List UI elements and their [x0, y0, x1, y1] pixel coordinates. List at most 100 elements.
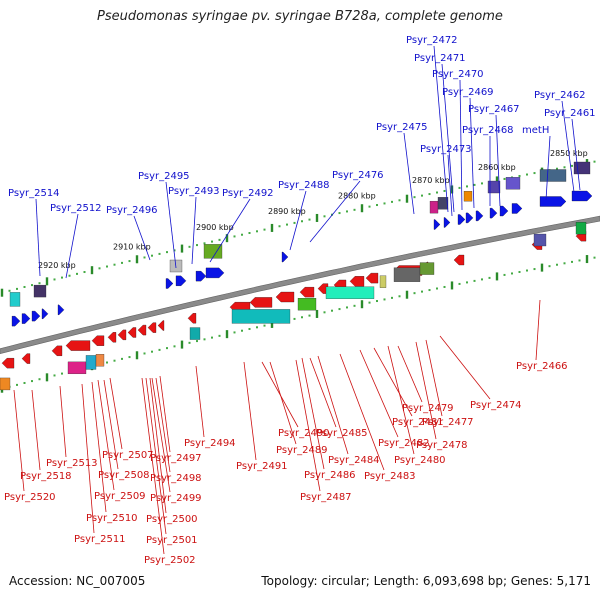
reverse-gene-arrow — [107, 332, 117, 343]
scale-lower-tick — [360, 300, 364, 309]
scale-upper-dot — [293, 221, 296, 224]
reverse-leader-line — [149, 377, 167, 514]
forward-gene-arrow — [21, 313, 31, 324]
scale-lower-dot — [578, 259, 581, 262]
feature-color-block — [419, 262, 435, 275]
scale-upper-tick — [495, 176, 499, 185]
scale-upper-dot — [38, 282, 41, 285]
reverse-leader-line — [339, 353, 385, 471]
scale-lower-tick — [45, 373, 49, 382]
forward-gene-label: Psyr_2495 — [138, 171, 190, 182]
scale-lower-dot — [421, 290, 423, 293]
reverse-gene-arrow — [51, 345, 63, 356]
scale-upper-dot — [593, 160, 596, 163]
reverse-gene-arrow — [349, 276, 365, 287]
reverse-gene-label: Psyr_2498 — [150, 473, 202, 484]
scale-tick-label: 2870 kbp — [412, 176, 450, 185]
genome-backbone — [0, 215, 600, 355]
feature-color-block — [463, 191, 473, 202]
reverse-leader-line — [141, 377, 165, 555]
scale-upper-dot — [503, 177, 506, 180]
forward-gene-label: Psyr_2473 — [420, 144, 472, 155]
forward-leader-line — [545, 135, 551, 201]
forward-gene-label: Psyr_2461 — [544, 108, 596, 119]
scale-upper-dot — [428, 193, 431, 196]
scale-upper-dot — [556, 167, 558, 170]
reverse-leader-line — [145, 377, 167, 535]
scale-upper-dot — [158, 252, 161, 255]
feature-color-block — [9, 292, 21, 307]
feature-color-block — [573, 161, 591, 175]
reverse-leader-line — [103, 379, 119, 470]
reverse-gene-arrow — [147, 322, 157, 333]
forward-gene-arrow — [465, 212, 474, 224]
scale-upper-dot — [211, 240, 213, 243]
reverse-leader-line — [155, 377, 171, 473]
forward-gene-label: Psyr_2488 — [278, 180, 330, 191]
scale-upper-tick — [360, 204, 364, 213]
forward-gene-label: Psyr_2493 — [168, 186, 220, 197]
scale-lower-dot — [121, 357, 123, 360]
feature-color-block — [429, 200, 439, 214]
scale-upper-dot — [376, 204, 378, 207]
forward-gene-label: Psyr_2468 — [462, 125, 514, 136]
reverse-gene-label: Psyr_2500 — [146, 514, 198, 525]
forward-gene-arrow — [11, 315, 21, 327]
forward-leader-line — [403, 132, 415, 215]
reverse-gene-label: Psyr_2520 — [4, 492, 56, 503]
forward-gene-arrow — [475, 210, 484, 222]
reverse-gene-label: Psyr_2497 — [150, 453, 202, 464]
scale-lower-dot — [16, 383, 18, 386]
forward-gene-label: Psyr_2475 — [376, 122, 428, 133]
scale-lower-dot — [533, 268, 536, 271]
scale-lower-dot — [61, 372, 63, 375]
scale-lower-tick — [180, 340, 184, 349]
forward-leader-line — [571, 118, 581, 191]
forward-leader-line — [65, 213, 79, 279]
forward-leader-line — [165, 181, 177, 269]
reverse-gene-arrow — [365, 272, 379, 284]
forward-gene-label: Psyr_2496 — [106, 205, 158, 216]
scale-tick-label: 2880 kbp — [338, 192, 376, 201]
reverse-leader-line — [359, 349, 399, 438]
reverse-leader-line — [535, 299, 541, 361]
scale-upper-dot — [436, 191, 438, 194]
reverse-gene-label: Psyr_2484 — [328, 455, 380, 466]
scale-lower-dot — [308, 314, 311, 317]
scale-lower-tick — [450, 281, 454, 290]
scale-upper-dot — [188, 245, 191, 248]
scale-lower-dot — [233, 331, 236, 334]
forward-gene-label: Psyr_2512 — [50, 203, 102, 214]
reverse-gene-label: Psyr_2477 — [422, 417, 474, 428]
scale-lower-dot — [301, 316, 303, 319]
scale-upper-dot — [218, 238, 221, 241]
scale-lower-dot — [173, 345, 176, 348]
reverse-leader-line — [243, 361, 257, 461]
scale-lower-tick — [585, 255, 589, 264]
forward-gene-arrow — [511, 203, 523, 214]
scale-lower-dot — [203, 338, 206, 341]
forward-leader-line — [191, 196, 197, 265]
reverse-gene-label: Psyr_2481 — [392, 417, 444, 428]
reverse-gene-arrow — [249, 297, 273, 308]
scale-upper-tick — [225, 234, 229, 243]
scale-tick-label: 2900 kbp — [196, 223, 234, 232]
scale-lower-dot — [128, 356, 131, 359]
forward-leader-line — [469, 97, 475, 209]
reverse-leader-line — [109, 377, 123, 450]
reverse-gene-arrow — [299, 287, 315, 298]
reverse-gene-label: Psyr_2513 — [46, 458, 98, 469]
scale-lower-dot — [338, 308, 341, 311]
scale-upper-tick — [180, 244, 184, 253]
scale-upper-dot — [398, 199, 401, 202]
forward-gene-arrow — [499, 205, 509, 217]
forward-leader-line — [447, 154, 453, 217]
scale-tick-label: 2860 kbp — [478, 163, 516, 172]
scale-lower-dot — [166, 347, 168, 350]
scale-upper-dot — [323, 215, 326, 218]
scale-lower-dot — [436, 287, 438, 290]
forward-gene-label: Psyr_2470 — [432, 69, 484, 80]
scale-upper-dot — [61, 276, 63, 279]
scale-upper-tick — [405, 194, 409, 203]
